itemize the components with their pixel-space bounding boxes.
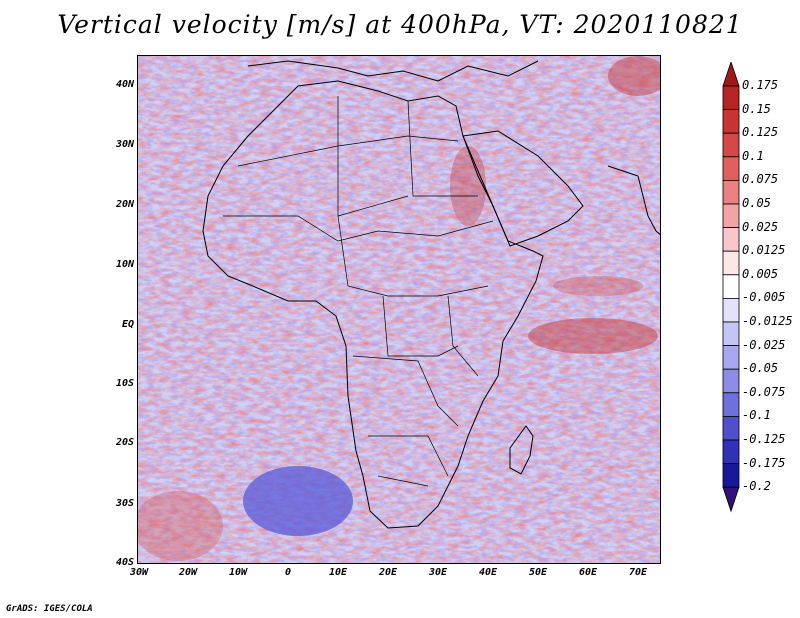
- country-borders: [223, 96, 494, 487]
- colorbar-swatch: [722, 250, 740, 276]
- colorbar-top-arrow: [722, 62, 740, 87]
- colorbar-label: -0.05: [742, 361, 779, 376]
- colorbar-label: 0.1: [742, 148, 764, 163]
- colorbar-label: 0.025: [742, 219, 779, 234]
- colorbar-label: -0.025: [742, 337, 786, 352]
- colorbar-swatch: [722, 203, 740, 229]
- lon-label-10e: 10E: [328, 567, 348, 578]
- europe-coastline: [247, 60, 539, 82]
- lon-label-30w: 30W: [129, 567, 149, 578]
- colorbar-swatch: [722, 274, 740, 299]
- ascent-region-indian-ocean: [528, 318, 658, 354]
- grads-credit: GrADS: IGES/COLA: [6, 604, 93, 614]
- map-panel: [137, 55, 661, 564]
- vertical-velocity-field: [138, 56, 660, 563]
- lat-label-20s: 20S: [115, 437, 134, 448]
- lat-label-30s: 30S: [115, 498, 134, 509]
- colorbar-swatch: [722, 368, 740, 394]
- colorbar-swatch: [722, 392, 740, 417]
- ascent-band-indian-ocean: [553, 276, 643, 296]
- lon-label-60e: 60E: [578, 567, 598, 578]
- lat-label-20n: 20N: [115, 199, 134, 210]
- colorbar-label: 0.175: [742, 78, 779, 92]
- madagascar-coastline: [509, 425, 534, 475]
- colorbar-swatch: [722, 321, 740, 347]
- colorbar-swatch: [722, 415, 740, 441]
- colorbar-swatch: [722, 297, 740, 323]
- lat-label-40s: 40S: [115, 557, 134, 568]
- lon-label-20e: 20E: [378, 567, 398, 578]
- colorbar-label: -0.175: [742, 455, 786, 470]
- colorbar-label: -0.1: [742, 408, 771, 423]
- colorbar: [722, 62, 740, 513]
- colorbar-swatch: [722, 85, 740, 111]
- lon-label-30e: 30E: [428, 567, 448, 578]
- map-title: Vertical velocity [m/s] at 400hPa, VT: 2…: [57, 10, 743, 39]
- lat-label-40n: 40N: [115, 79, 134, 90]
- lon-label-40e: 40E: [478, 567, 498, 578]
- colorbar-swatch: [722, 227, 740, 252]
- colorbar-swatch: [722, 463, 740, 488]
- colorbar-label: 0.125: [742, 125, 779, 140]
- lat-label-eq: EQ: [121, 319, 134, 330]
- colorbar-label: 0.005: [742, 266, 779, 281]
- africa-coastline: [202, 80, 544, 529]
- lon-label-70e: 70E: [628, 567, 648, 578]
- lon-label-50e: 50E: [528, 567, 548, 578]
- colorbar-label: -0.2: [742, 479, 771, 494]
- lon-label-10w: 10W: [228, 567, 248, 578]
- lon-label-20w: 20W: [178, 567, 198, 578]
- colorbar-label: -0.005: [742, 290, 786, 305]
- colorbar-label: 0.075: [742, 172, 779, 187]
- lon-label-0: 0: [284, 567, 292, 578]
- field-texture: [138, 56, 660, 563]
- lat-label-10s: 10S: [115, 378, 134, 389]
- arabia-coastline: [462, 130, 584, 247]
- ascent-region-south-atlantic: [138, 491, 223, 561]
- colorbar-label: -0.075: [742, 384, 786, 399]
- colorbar-swatch: [722, 180, 740, 205]
- strong-descent-region: [243, 466, 353, 536]
- lat-label-30n: 30N: [115, 139, 134, 150]
- lat-label-10n: 10N: [115, 259, 134, 270]
- colorbar-label: -0.0125: [742, 314, 793, 328]
- india-coastline: [607, 165, 660, 235]
- colorbar-swatch: [722, 109, 740, 134]
- ascent-region-red-sea: [450, 146, 486, 226]
- colorbar-label: -0.125: [742, 432, 786, 446]
- colorbar-label: 0.0125: [742, 243, 786, 258]
- colorbar-swatch: [722, 345, 740, 370]
- colorbar-label: 0.05: [742, 196, 771, 210]
- ascent-region-northeast: [608, 56, 660, 96]
- colorbar-label: 0.15: [742, 101, 771, 116]
- colorbar-swatch: [722, 132, 740, 158]
- colorbar-swatch: [722, 439, 740, 465]
- colorbar-bottom-arrow: [722, 486, 740, 513]
- colorbar-swatch: [722, 156, 740, 181]
